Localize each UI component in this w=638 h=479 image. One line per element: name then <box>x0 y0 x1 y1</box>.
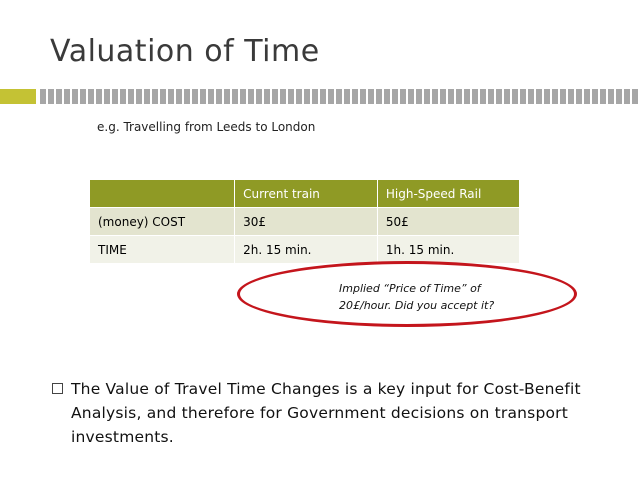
table-header-row: Current train High-Speed Rail <box>90 180 521 208</box>
bullet-text: The Value of Travel Time Changes is a ke… <box>71 380 581 446</box>
table-cell: 2h. 15 min. <box>234 235 378 264</box>
table-header-cell <box>90 180 236 208</box>
slide-title: Valuation of Time <box>50 34 320 69</box>
table-cell: 1h. 15 min. <box>377 235 521 264</box>
callout-line-1: Implied “Price of Time” of <box>339 282 481 295</box>
title-divider-stripes <box>40 89 638 104</box>
callout-text: Implied “Price of Time” of 20£/hour. Did… <box>339 280 539 314</box>
table-cell: TIME <box>90 235 236 264</box>
table-header-cell: High-Speed Rail <box>377 180 521 208</box>
table-row: (money) COST 30£ 50£ <box>90 207 521 236</box>
callout-ellipse <box>237 261 577 327</box>
square-bullet-icon <box>52 383 63 394</box>
title-accent-bar <box>0 89 36 104</box>
comparison-table: Current train High-Speed Rail (money) CO… <box>90 180 521 264</box>
table-cell: 30£ <box>234 207 378 236</box>
table-cell: 50£ <box>377 207 521 236</box>
callout-line-2: 20£/hour. Did you accept it? <box>339 299 495 312</box>
example-subtitle: e.g. Travelling from Leeds to London <box>97 120 316 134</box>
table-cell: (money) COST <box>90 207 236 236</box>
table-header-cell: Current train <box>234 180 378 208</box>
table-row: TIME 2h. 15 min. 1h. 15 min. <box>90 235 521 264</box>
